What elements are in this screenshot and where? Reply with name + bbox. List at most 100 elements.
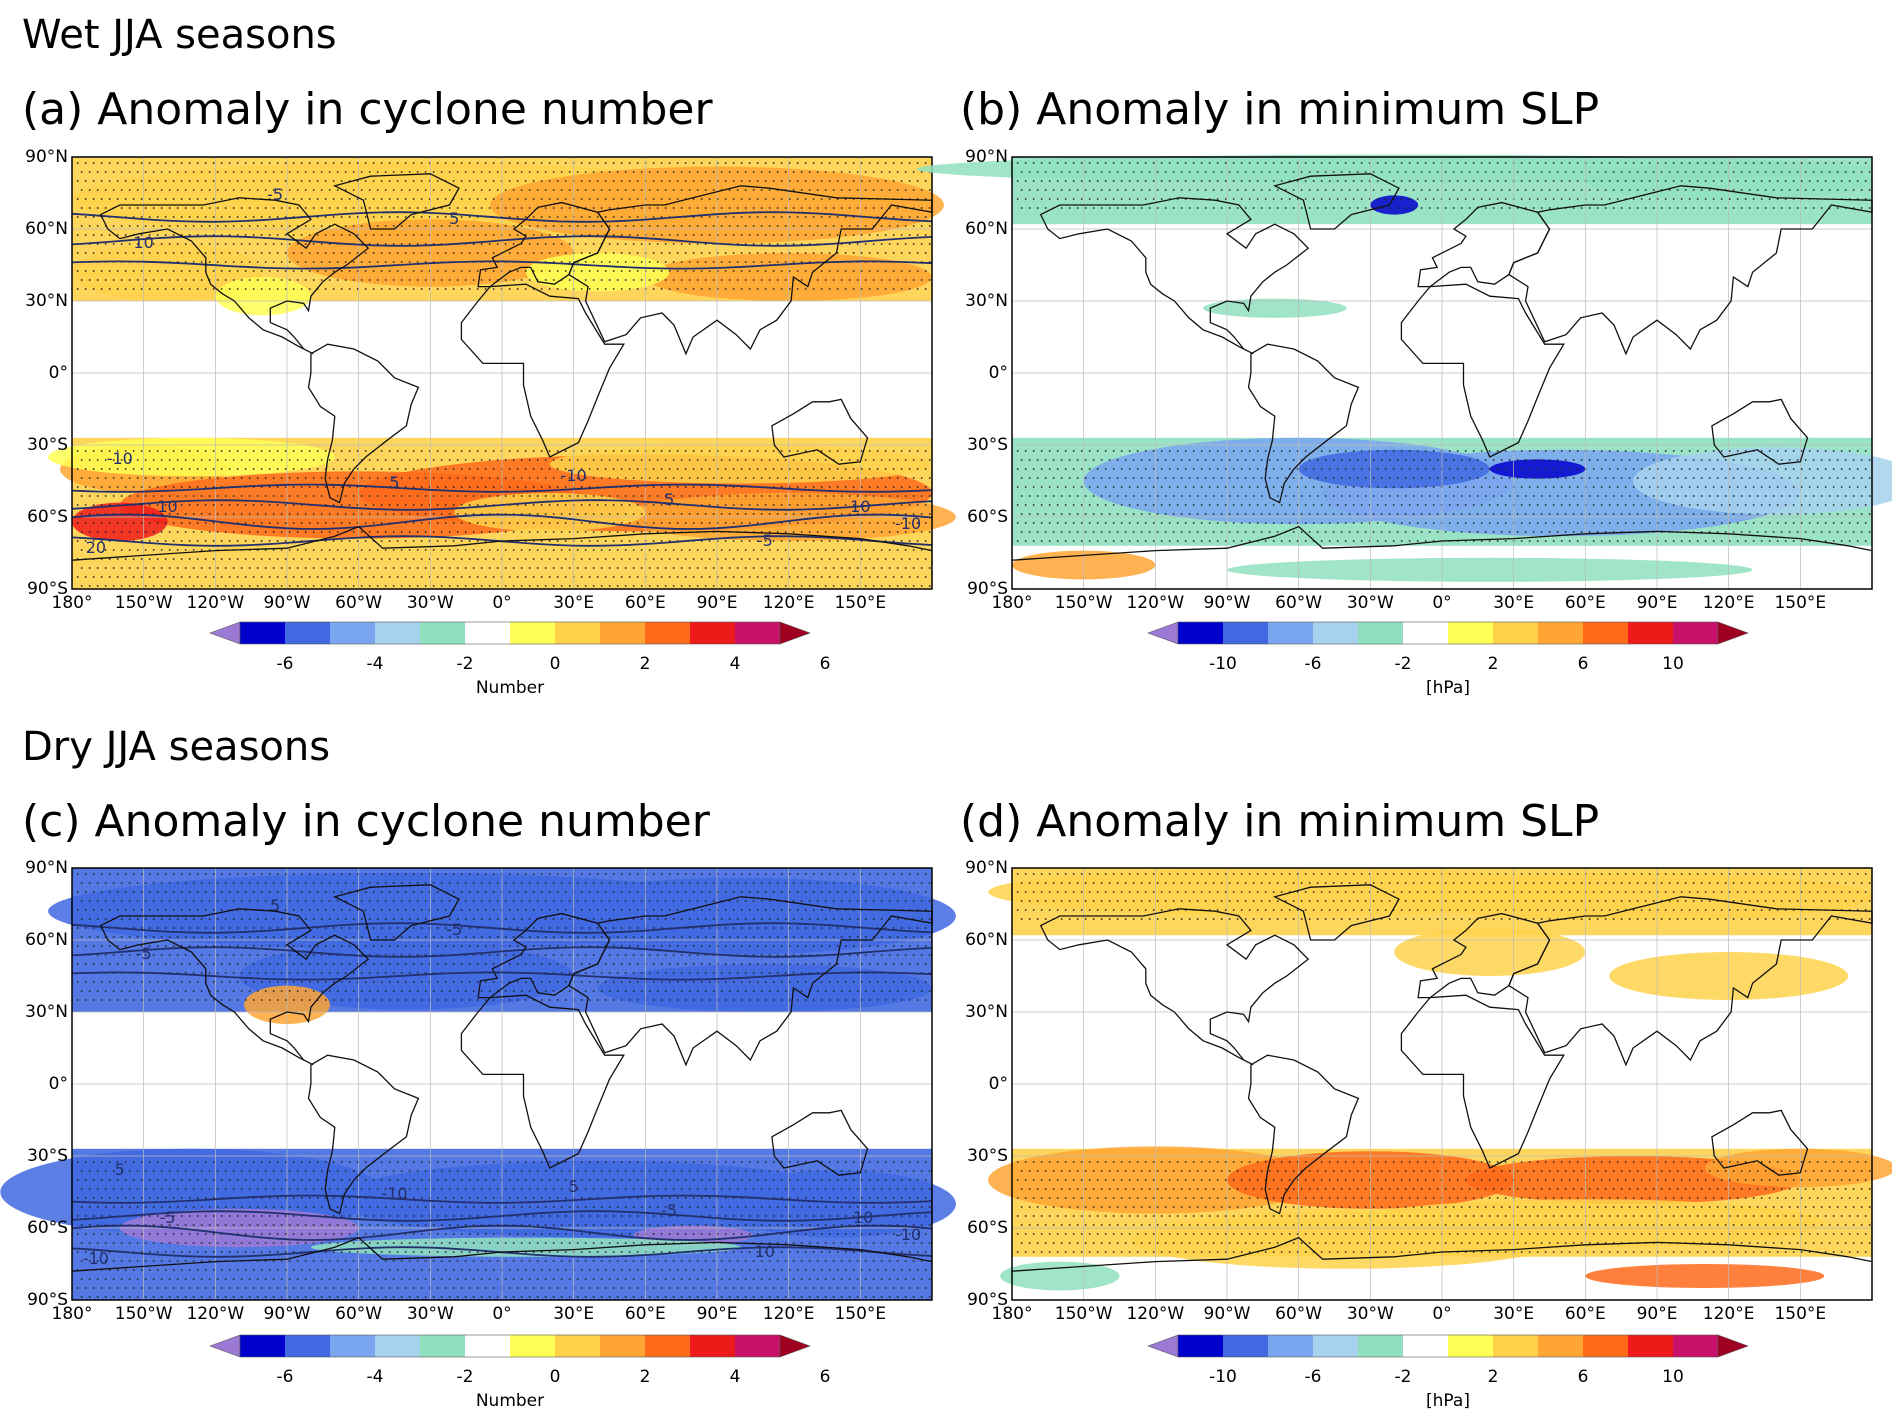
contour-line xyxy=(71,513,933,530)
colorbar-tick-label: -10 xyxy=(1209,1367,1237,1387)
lat-label: 90°S xyxy=(27,579,68,599)
panel-title-b: (b) Anomaly in minimum SLP xyxy=(960,84,1600,135)
section-title-wet: Wet JJA seasons xyxy=(22,12,337,58)
contour-line xyxy=(71,235,933,247)
gridlines-a xyxy=(72,157,932,589)
colorbar-segment xyxy=(555,622,600,644)
contour-label: -10 xyxy=(107,449,133,468)
colorbar-tick-label: 2 xyxy=(1487,654,1499,674)
anomaly-region-d-2 xyxy=(1394,928,1586,976)
colorbar-segment xyxy=(465,622,510,644)
lat-label: 90°N xyxy=(965,858,1008,878)
contour-label: 10 xyxy=(133,233,153,252)
colorbar-tick-label: 4 xyxy=(729,654,741,674)
colorbar-segment xyxy=(690,1335,735,1357)
colorbar-segment xyxy=(1358,1335,1403,1357)
coastline-antarctica-edge xyxy=(71,525,933,561)
lon-label: 30°E xyxy=(553,1304,595,1324)
colorbar-segment xyxy=(1538,622,1583,644)
lat-label: 30°N xyxy=(965,1002,1008,1022)
lon-label: 180° xyxy=(51,1304,93,1324)
significance-stippling-a xyxy=(76,162,931,587)
anomaly-region-b-10 xyxy=(1203,298,1347,318)
map-frame xyxy=(71,156,933,590)
coastline-asia xyxy=(1508,185,1873,356)
contour-label: -10 xyxy=(847,1208,873,1227)
contour-label: 10 xyxy=(755,1242,775,1261)
coastline-greenland xyxy=(332,884,460,941)
colorbar-over-arrow xyxy=(1717,1334,1749,1358)
colorbar-segment xyxy=(1403,622,1448,644)
lon-label: 90°W xyxy=(1203,1304,1251,1324)
contour-line xyxy=(71,1210,933,1222)
lon-label: 60°W xyxy=(335,1304,383,1324)
colorbar-tick-label: 10 xyxy=(1662,654,1684,674)
colorbar-number-dry xyxy=(209,1334,811,1358)
colorbar-segment xyxy=(465,1335,510,1357)
coastline-antarctica-edge xyxy=(1011,525,1873,561)
contour-label: -5 xyxy=(136,944,152,963)
lat-label: 90°N xyxy=(25,858,68,878)
colorbar-tick-label: -4 xyxy=(366,1367,384,1387)
lon-label: 0° xyxy=(1432,593,1452,613)
colorbar-segment xyxy=(690,622,735,644)
colorbar-over-arrow xyxy=(779,1334,811,1358)
colorbar-segment xyxy=(1358,622,1403,644)
contour-line xyxy=(71,1224,933,1241)
lat-label: 30°S xyxy=(967,435,1008,455)
anomaly-region-d-11 xyxy=(1000,1261,1120,1291)
colorbar-under-arrow xyxy=(1147,1334,1179,1358)
coastlines-d xyxy=(1011,884,1873,1272)
colorbar-tick-label: 2 xyxy=(1487,1367,1499,1387)
colorbar-segment xyxy=(1538,1335,1583,1357)
map-frame xyxy=(1011,867,1873,1301)
lon-label: 30°W xyxy=(406,1304,454,1324)
colorbar-segment xyxy=(1178,622,1223,644)
lon-label: 0° xyxy=(492,593,512,613)
colorbar-segment xyxy=(240,622,285,644)
colorbar-tick-label: 0 xyxy=(549,654,561,674)
lon-label: 30°E xyxy=(553,593,595,613)
anomaly-region-b-4 xyxy=(1633,447,1892,515)
contour-line xyxy=(71,946,933,958)
coastline-south-america xyxy=(307,343,420,504)
colorbar-units-label: Number xyxy=(475,1391,545,1411)
contour-label: 20 xyxy=(86,538,106,557)
significance-stippling-b xyxy=(1016,162,1871,542)
lon-label: 120°W xyxy=(186,1304,245,1324)
contour-label: -5 xyxy=(446,920,462,939)
lat-label: 60°N xyxy=(25,930,68,950)
lon-label: 150°E xyxy=(1774,1304,1827,1324)
colorbar-segment xyxy=(420,622,465,644)
lat-label: 0° xyxy=(48,1074,68,1094)
lon-label: 150°E xyxy=(834,1304,887,1324)
lat-label: 0° xyxy=(48,363,68,383)
colorbar-segment xyxy=(600,622,645,644)
lat-label: 60°S xyxy=(27,1218,68,1238)
lon-label: 0° xyxy=(492,1304,512,1324)
contour-label: -5 xyxy=(661,1201,677,1220)
lon-label: 120°E xyxy=(1702,1304,1755,1324)
colorbar-segment xyxy=(735,622,780,644)
coastline-africa xyxy=(460,994,625,1169)
colorbar-tick-label: 6 xyxy=(819,654,831,674)
colorbar-tick-label: -2 xyxy=(1394,654,1412,674)
lon-label: 30°W xyxy=(1346,1304,1394,1324)
colorbar-under-arrow xyxy=(209,621,241,645)
anomaly-region-b-9 xyxy=(1370,195,1419,215)
section-title-dry: Dry JJA seasons xyxy=(22,724,331,770)
colorbar-segment xyxy=(375,1335,420,1357)
lat-label: 30°S xyxy=(967,1146,1008,1166)
lat-label: 90°N xyxy=(965,147,1008,167)
lon-label: 60°E xyxy=(624,593,666,613)
colorbar-segment xyxy=(645,622,690,644)
lat-label: 60°S xyxy=(967,507,1008,527)
coastline-greenland xyxy=(332,173,460,230)
contour-label: 5 xyxy=(569,1177,579,1196)
lat-label: 0° xyxy=(988,1074,1008,1094)
coastline-africa xyxy=(1400,994,1565,1169)
contour-label: -5 xyxy=(160,1208,176,1227)
contour-lines-c xyxy=(71,922,933,1258)
colorbar-tick-label: -2 xyxy=(456,654,474,674)
lat-label: 60°S xyxy=(27,507,68,527)
